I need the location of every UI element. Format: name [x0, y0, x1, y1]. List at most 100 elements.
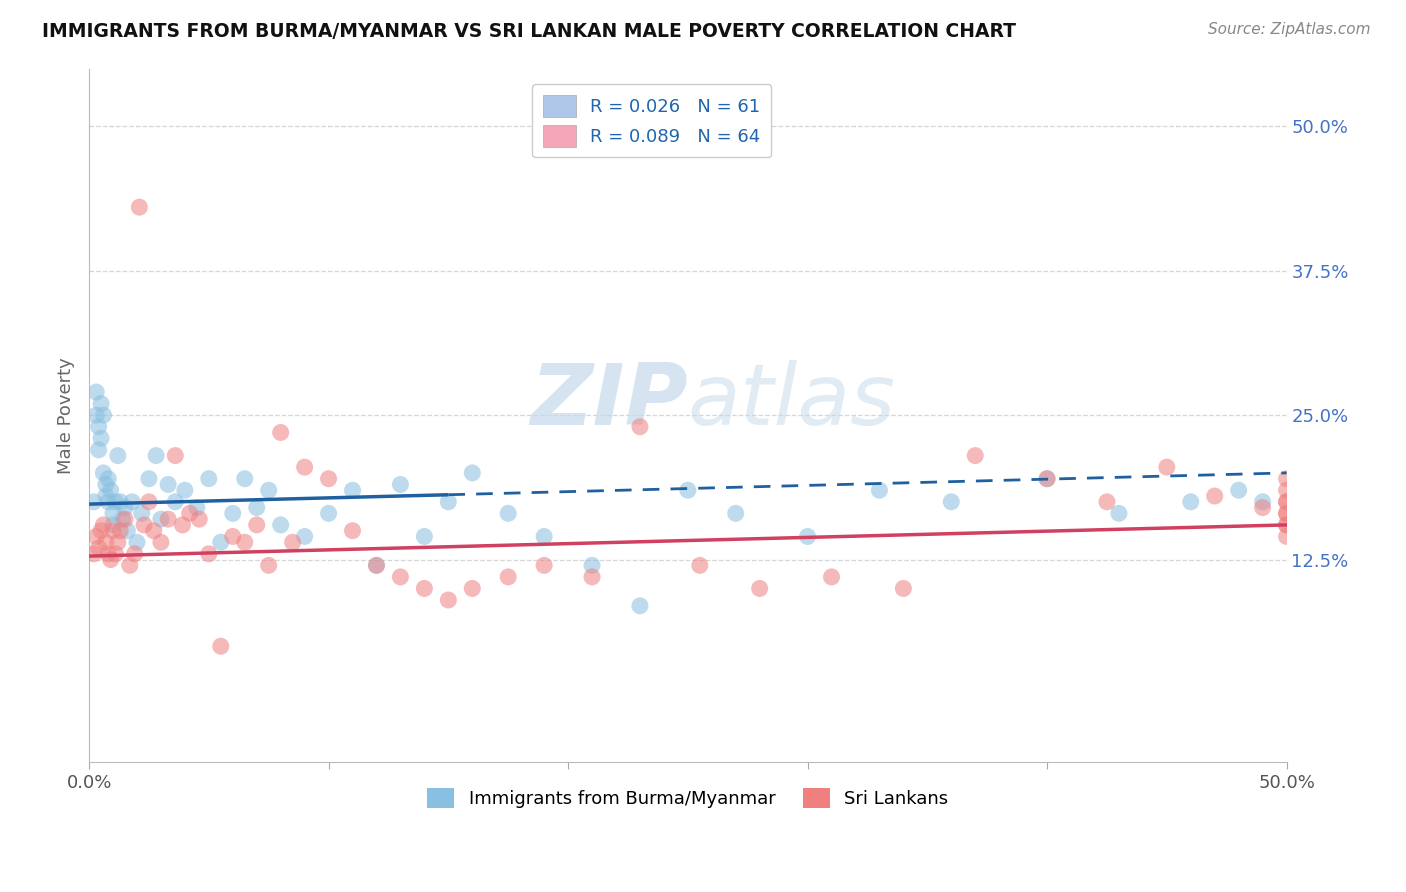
Point: [820, 570, 842, 584]
Legend: Immigrants from Burma/Myanmar, Sri Lankans: Immigrants from Burma/Myanmar, Sri Lanka…: [420, 780, 956, 815]
Point: [533, 529, 555, 543]
Point: [294, 460, 316, 475]
Point: [100, 483, 122, 498]
Point: [145, 449, 167, 463]
Point: [114, 512, 136, 526]
Point: [101, 517, 124, 532]
Point: [93, 466, 115, 480]
Point: [461, 582, 484, 596]
Point: [97, 495, 120, 509]
Point: [342, 524, 364, 538]
Point: [437, 495, 460, 509]
Point: [413, 582, 436, 596]
Point: [233, 535, 256, 549]
Point: [270, 517, 292, 532]
Point: [84, 529, 107, 543]
Point: [83, 547, 105, 561]
Text: IMMIGRANTS FROM BURMA/MYANMAR VS SRI LANKAN MALE POVERTY CORRELATION CHART: IMMIGRANTS FROM BURMA/MYANMAR VS SRI LAN…: [42, 22, 1017, 41]
Point: [1204, 489, 1226, 503]
Point: [496, 507, 519, 521]
Point: [124, 547, 146, 561]
Point: [125, 535, 148, 549]
Point: [724, 507, 747, 521]
Point: [87, 541, 110, 555]
Point: [104, 495, 127, 509]
Point: [233, 472, 256, 486]
Point: [83, 495, 105, 509]
Point: [257, 558, 280, 573]
Point: [628, 599, 651, 613]
Text: Source: ZipAtlas.com: Source: ZipAtlas.com: [1208, 22, 1371, 37]
Point: [94, 489, 117, 503]
Point: [165, 495, 187, 509]
Point: [142, 524, 165, 538]
Point: [93, 517, 115, 532]
Point: [628, 419, 651, 434]
Point: [1036, 472, 1059, 486]
Point: [1108, 507, 1130, 521]
Point: [87, 419, 110, 434]
Point: [101, 524, 124, 538]
Point: [965, 449, 987, 463]
Point: [1275, 529, 1298, 543]
Point: [496, 570, 519, 584]
Point: [90, 524, 112, 538]
Point: [318, 507, 340, 521]
Point: [1180, 495, 1202, 509]
Point: [104, 547, 127, 561]
Point: [676, 483, 699, 498]
Point: [1275, 483, 1298, 498]
Point: [138, 472, 160, 486]
Point: [366, 558, 388, 573]
Point: [1275, 495, 1298, 509]
Point: [246, 517, 269, 532]
Point: [533, 558, 555, 573]
Point: [87, 442, 110, 457]
Point: [84, 408, 107, 422]
Point: [138, 495, 160, 509]
Point: [1095, 495, 1118, 509]
Point: [134, 517, 156, 532]
Point: [437, 593, 460, 607]
Point: [1275, 507, 1298, 521]
Point: [94, 477, 117, 491]
Point: [172, 517, 194, 532]
Point: [157, 477, 180, 491]
Point: [118, 558, 141, 573]
Point: [90, 396, 112, 410]
Point: [1275, 507, 1298, 521]
Point: [246, 500, 269, 515]
Point: [209, 535, 232, 549]
Point: [1251, 500, 1274, 515]
Point: [93, 408, 115, 422]
Point: [461, 466, 484, 480]
Point: [1275, 472, 1298, 486]
Point: [748, 582, 770, 596]
Point: [157, 512, 180, 526]
Point: [413, 529, 436, 543]
Point: [107, 535, 129, 549]
Point: [366, 558, 388, 573]
Point: [1156, 460, 1178, 475]
Point: [100, 552, 122, 566]
Point: [941, 495, 963, 509]
Point: [270, 425, 292, 440]
Point: [149, 512, 172, 526]
Point: [173, 483, 195, 498]
Point: [209, 639, 232, 653]
Point: [97, 472, 120, 486]
Point: [893, 582, 915, 596]
Point: [796, 529, 818, 543]
Point: [1275, 517, 1298, 532]
Point: [222, 529, 245, 543]
Point: [222, 507, 245, 521]
Point: [689, 558, 711, 573]
Point: [108, 495, 131, 509]
Point: [581, 570, 603, 584]
Point: [257, 483, 280, 498]
Point: [94, 535, 117, 549]
Point: [111, 512, 134, 526]
Point: [198, 547, 221, 561]
Point: [149, 535, 172, 549]
Point: [188, 512, 211, 526]
